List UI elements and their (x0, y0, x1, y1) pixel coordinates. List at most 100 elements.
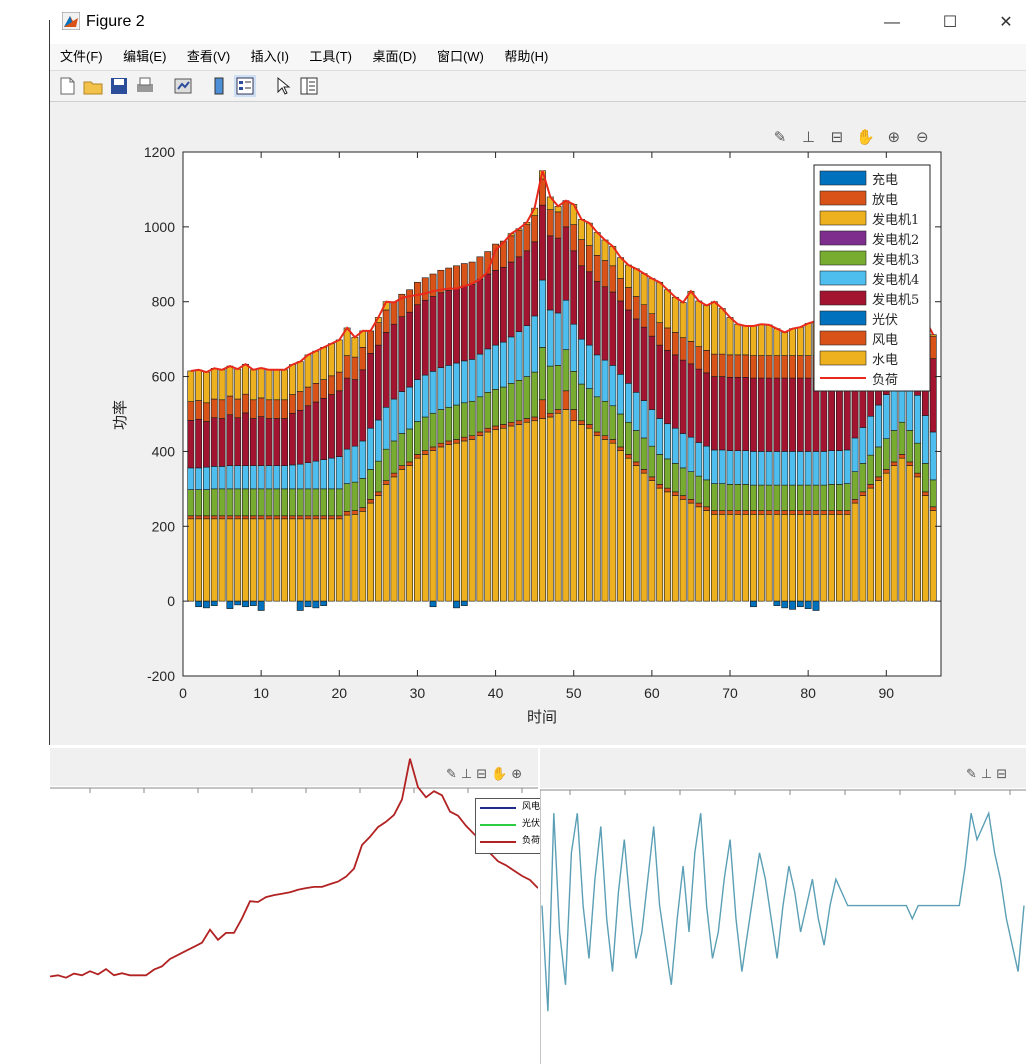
bar-charge (296, 600, 304, 611)
bar-segment (632, 296, 640, 320)
bar-segment (288, 394, 296, 414)
bar-segment (390, 476, 398, 602)
bar-segment (531, 241, 539, 317)
bar-charge (750, 600, 757, 608)
bar-segment (382, 480, 390, 485)
zoom-out-icon[interactable]: ⊖ (915, 129, 929, 146)
save-icon[interactable] (108, 75, 130, 97)
bar-segment (281, 369, 289, 401)
bar-segment (750, 355, 757, 379)
bar-segment (632, 318, 640, 393)
menu-tools[interactable]: 工具(T) (309, 49, 352, 64)
link-icon[interactable]: ⊟ (830, 129, 844, 146)
y-tick-label: 1000 (144, 219, 175, 235)
bar-segment (671, 354, 679, 429)
bar-segment (320, 488, 328, 517)
bar-segment (570, 371, 578, 410)
bar-segment (374, 322, 382, 346)
bar-segment (671, 332, 679, 356)
legend-icon[interactable] (234, 75, 256, 97)
pan-icon[interactable]: ✋ (856, 129, 875, 146)
bar-segment (242, 412, 249, 466)
maximize-button[interactable]: ☐ (942, 14, 958, 31)
menu-insert[interactable]: 插入(I) (250, 49, 289, 64)
brush-icon[interactable]: ✎ (773, 129, 787, 146)
bar-segment (796, 514, 804, 602)
bar-segment (624, 264, 632, 288)
bottom-right-axes-tools[interactable]: ✎⊥⊟ (966, 766, 1012, 781)
bar-segment (210, 488, 218, 517)
bar-segment (499, 424, 507, 429)
bar-segment (601, 435, 609, 440)
colorbar-icon[interactable] (208, 75, 230, 97)
bar-segment (351, 481, 359, 511)
bar-segment (304, 488, 312, 517)
bar-segment (679, 499, 687, 602)
bar-segment (273, 399, 281, 419)
bar-segment (632, 268, 640, 297)
bar-segment (203, 371, 210, 404)
bar-segment (710, 514, 718, 602)
bar-segment (781, 484, 789, 511)
bar-segment (648, 476, 656, 481)
bar-segment (374, 344, 382, 421)
menu-help[interactable]: 帮助(H) (504, 49, 549, 64)
print-icon[interactable] (134, 75, 156, 97)
property-inspector-icon[interactable] (298, 75, 320, 97)
y-tick-label: 200 (152, 518, 176, 534)
menu-file[interactable]: 文件(F) (60, 49, 103, 64)
bar-segment (281, 488, 289, 517)
bar-segment (359, 440, 367, 479)
bar-segment (734, 354, 742, 378)
bar-segment (343, 483, 351, 512)
title-bar: Figure 2 — ☐ ✕ (50, 0, 1026, 44)
bar-segment (859, 427, 867, 464)
bar-segment (773, 451, 781, 486)
bar-segment (382, 309, 390, 333)
bar-segment (374, 495, 382, 602)
bar-segment (304, 462, 312, 490)
bar-segment (288, 518, 296, 602)
bar-segment (609, 365, 617, 407)
bar-segment (609, 442, 617, 602)
bl-load-line (50, 758, 538, 979)
legend-label: 发电机1 (872, 212, 919, 228)
menu-edit[interactable]: 编辑(E) (123, 49, 167, 64)
menu-desktop[interactable]: 桌面(D) (372, 49, 417, 64)
bar-segment (664, 487, 671, 493)
axes-box (182, 151, 942, 677)
bar-segment (523, 421, 531, 602)
bar-segment (687, 363, 695, 438)
data-tips-icon[interactable]: ⊥ (801, 129, 815, 146)
bar-segment (406, 311, 414, 388)
bar-segment (875, 446, 882, 478)
bar-segment (507, 383, 515, 423)
bar-charge (203, 600, 210, 609)
open-icon[interactable] (82, 75, 104, 97)
pointer-icon[interactable] (272, 75, 294, 97)
bar-segment (578, 338, 585, 385)
bar-segment (578, 424, 585, 602)
minimize-button[interactable]: — (884, 14, 900, 31)
bar-segment (882, 394, 890, 440)
bar-segment (234, 417, 242, 466)
bar-segment (226, 414, 234, 466)
bar-segment (187, 518, 195, 602)
link-plot-icon[interactable] (172, 75, 194, 97)
bar-segment (312, 460, 320, 490)
bottom-left-axes-tools[interactable]: ✎⊥⊟✋⊕ (446, 766, 527, 781)
bar-segment (539, 347, 546, 401)
bar-segment (421, 454, 429, 602)
bar-segment (898, 454, 906, 459)
bar-segment (468, 359, 476, 402)
bar-segment (679, 467, 687, 496)
close-button[interactable]: ✕ (999, 14, 1013, 31)
bar-segment (523, 325, 531, 377)
menu-view[interactable]: 查看(V) (186, 49, 231, 64)
menu-window[interactable]: 窗口(W) (436, 49, 484, 64)
zoom-in-icon[interactable]: ⊕ (887, 129, 901, 146)
load-line (190, 170, 935, 374)
bar-segment (351, 514, 359, 602)
new-figure-icon[interactable] (56, 75, 78, 97)
bar-segment (609, 265, 617, 293)
